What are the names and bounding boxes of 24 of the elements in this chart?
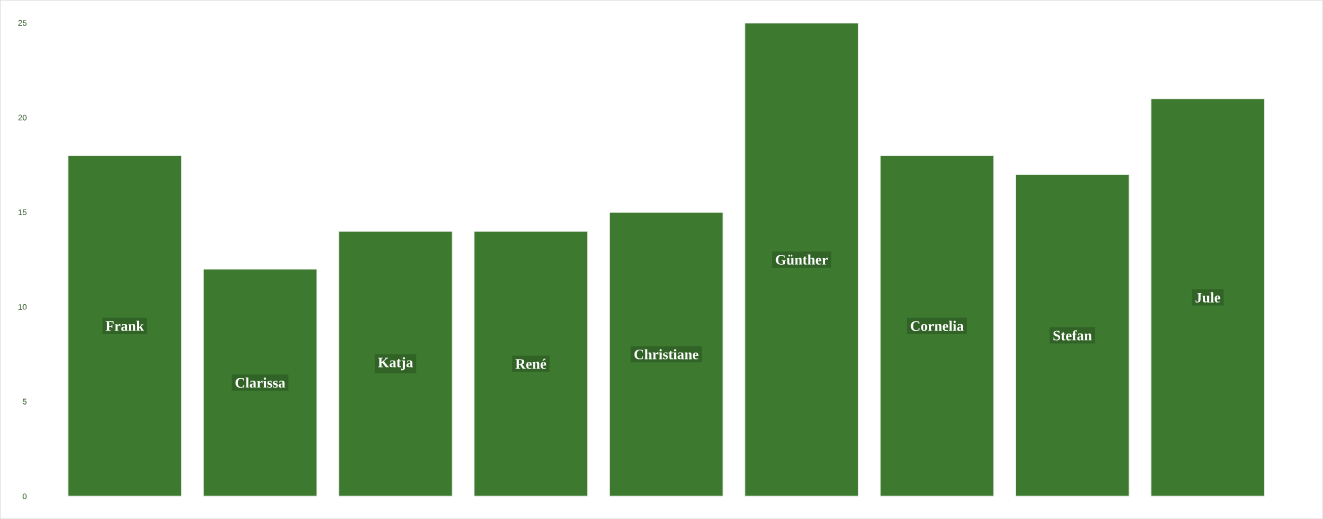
bar xyxy=(1015,173,1130,497)
x-tick-label: Christiane xyxy=(634,349,699,360)
bar xyxy=(744,22,859,497)
x-tick-label: René xyxy=(515,358,547,369)
x-tick-label: Frank xyxy=(105,320,144,331)
y-tick-label: 20 xyxy=(18,114,27,121)
bar xyxy=(608,211,724,497)
x-tick-label: Stefan xyxy=(1053,330,1092,341)
x-tick-label: Katja xyxy=(378,357,413,371)
x-tick-label: Jule xyxy=(1195,292,1221,303)
x-tick-label: Günther xyxy=(775,254,828,265)
bar xyxy=(67,154,183,497)
bar xyxy=(338,230,453,497)
bar xyxy=(202,268,318,497)
y-tick-label: 5 xyxy=(22,398,27,405)
y-tick-label: 10 xyxy=(18,303,27,310)
y-tick-label: 25 xyxy=(18,19,27,26)
x-tick-label: Clarissa xyxy=(235,377,286,388)
x-tick-label: Cornelia xyxy=(910,320,964,331)
bar xyxy=(879,154,995,497)
y-tick-label: 15 xyxy=(18,209,27,215)
y-tick-label: 0 xyxy=(22,493,27,500)
bar xyxy=(473,230,589,497)
bar xyxy=(1150,98,1265,497)
